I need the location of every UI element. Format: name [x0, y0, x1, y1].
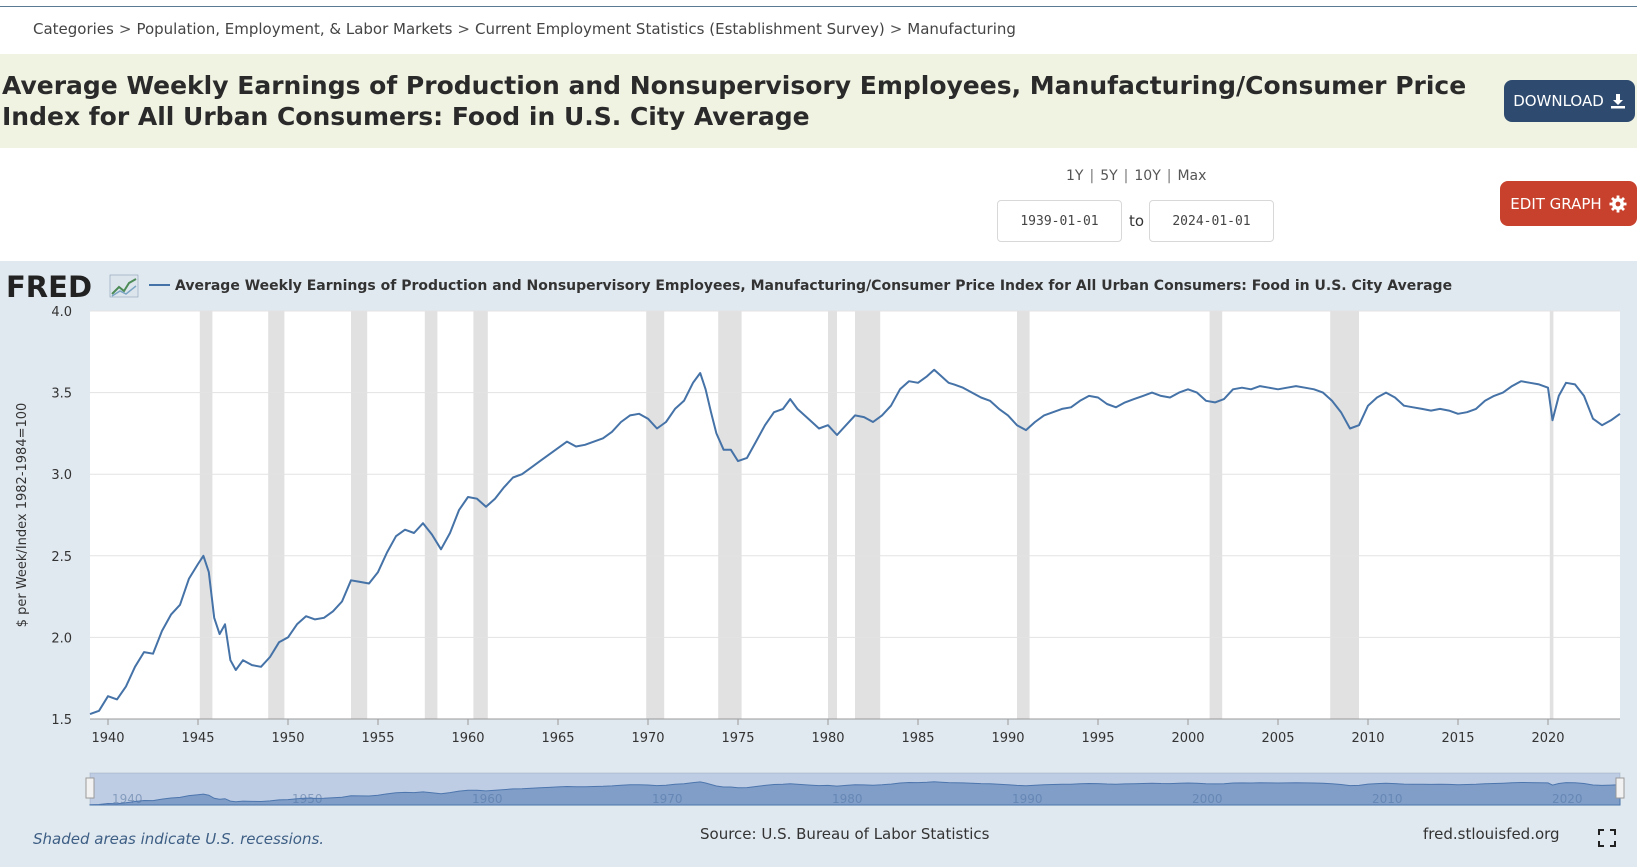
- range-divider: |: [1166, 168, 1172, 184]
- recession-band: [1549, 311, 1554, 719]
- recession-band: [1017, 311, 1030, 719]
- x-tick-label: 2010: [1351, 731, 1384, 746]
- range-10y[interactable]: 10Y: [1134, 168, 1161, 184]
- top-divider: [0, 6, 1637, 7]
- recession-band: [199, 311, 213, 719]
- x-tick-label: 1965: [541, 731, 574, 746]
- breadcrumb: Categories > Population, Employment, & Lab…: [33, 20, 1016, 38]
- x-tick-label: 1950: [271, 731, 304, 746]
- navigator[interactable]: 194019501960197019801990200020102020: [85, 772, 1625, 806]
- breadcrumb-separator: >: [889, 20, 903, 38]
- gear-icon: [1609, 195, 1627, 212]
- x-tick-label: 1955: [361, 731, 394, 746]
- x-tick-label: 2000: [1171, 731, 1204, 746]
- download-label: DOWNLOAD: [1513, 92, 1604, 110]
- download-button[interactable]: DOWNLOAD: [1504, 80, 1635, 122]
- x-tick-label: 1945: [181, 731, 214, 746]
- y-tick-label: 4.0: [51, 305, 72, 320]
- range-5y[interactable]: 5Y: [1100, 168, 1118, 184]
- start-date-input[interactable]: 1939-01-01: [997, 200, 1122, 242]
- y-tick-label: 2.0: [51, 631, 72, 646]
- recession-band: [268, 311, 285, 719]
- navigator-handle-right[interactable]: [1615, 777, 1625, 799]
- chart-panel: FRED Average Weekly Earnings of Producti…: [0, 261, 1637, 867]
- range-divider: |: [1123, 168, 1129, 184]
- breadcrumb-ces[interactable]: Current Employment Statistics (Establish…: [474, 20, 885, 38]
- breadcrumb-separator: >: [118, 20, 132, 38]
- breadcrumb-categories[interactable]: Categories: [33, 20, 114, 38]
- recession-band: [473, 311, 488, 719]
- breadcrumb-population[interactable]: Population, Employment, & Labor Markets: [136, 20, 453, 38]
- legend-label: Average Weekly Earnings of Production an…: [175, 278, 1452, 294]
- site-link[interactable]: fred.stlouisfed.org: [1423, 825, 1560, 843]
- navigator-series: [89, 781, 1621, 806]
- recession-band: [855, 311, 881, 719]
- to-label: to: [1129, 212, 1145, 230]
- recession-band: [646, 311, 665, 719]
- breadcrumb-manufacturing[interactable]: Manufacturing: [907, 20, 1016, 38]
- y-tick-label: 3.5: [51, 387, 72, 402]
- fullscreen-icon[interactable]: [1598, 829, 1616, 847]
- x-tick-label: 1995: [1081, 731, 1114, 746]
- recession-band: [828, 311, 837, 719]
- navigator-handle-left[interactable]: [85, 777, 95, 799]
- recession-band: [1330, 311, 1359, 719]
- recession-band: [424, 311, 438, 719]
- x-tick-label: 2005: [1261, 731, 1294, 746]
- x-tick-label: 1975: [721, 731, 754, 746]
- source-text: Source: U.S. Bureau of Labor Statistics: [700, 825, 990, 843]
- range-divider: |: [1089, 168, 1095, 184]
- download-icon: [1610, 94, 1625, 109]
- y-tick-label: 2.5: [51, 550, 72, 565]
- y-axis-label: $ per Week/Index 1982-1984=100: [15, 403, 30, 628]
- x-tick-label: 1940: [91, 731, 124, 746]
- series-line: [89, 368, 1621, 716]
- y-tick-label: 3.0: [51, 468, 72, 483]
- page-title: Average Weekly Earnings of Production an…: [2, 71, 1467, 131]
- navigator-selection: [90, 773, 1620, 805]
- edit-graph-label: EDIT GRAPH: [1510, 194, 1602, 213]
- x-tick-label: 2015: [1441, 731, 1474, 746]
- recession-band: [351, 311, 368, 719]
- x-tick-label: 1990: [991, 731, 1024, 746]
- x-tick-label: 1985: [901, 731, 934, 746]
- range-max[interactable]: Max: [1177, 168, 1207, 184]
- end-date-input[interactable]: 2024-01-01: [1149, 200, 1274, 242]
- recession-band: [718, 311, 742, 719]
- range-1y[interactable]: 1Y: [1066, 168, 1084, 184]
- range-selector: 1Y | 5Y | 10Y | Max: [1066, 168, 1206, 184]
- recession-band: [1209, 311, 1223, 719]
- title-bar: Average Weekly Earnings of Production an…: [0, 54, 1637, 148]
- x-tick-label: 1980: [811, 731, 844, 746]
- x-tick-label: 1970: [631, 731, 664, 746]
- breadcrumb-separator: >: [457, 20, 470, 38]
- chart-svg: FRED Average Weekly Earnings of Producti…: [6, 270, 1625, 806]
- x-tick-label: 1960: [451, 731, 484, 746]
- y-tick-label: 1.5: [51, 713, 72, 728]
- x-tick-label: 2020: [1531, 731, 1564, 746]
- edit-graph-button[interactable]: EDIT GRAPH: [1500, 181, 1637, 226]
- recession-note: Shaded areas indicate U.S. recessions.: [33, 830, 325, 848]
- fred-logo-icon: [109, 274, 139, 298]
- fred-logo: FRED: [6, 270, 92, 304]
